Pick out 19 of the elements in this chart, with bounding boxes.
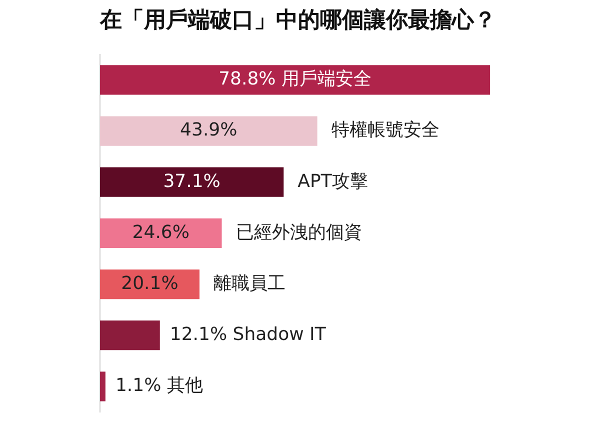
bar (100, 269, 200, 300)
bar (100, 372, 106, 402)
y-tick-label: 特權帳號安全 (331, 120, 440, 141)
data-label: 24.6% (132, 222, 190, 243)
y-tick-label: 離職員工 (213, 272, 286, 294)
text: 12.1% Shadow IT (170, 324, 326, 346)
text: 78.8% 用戶端安全 (218, 68, 372, 90)
bar (100, 65, 490, 95)
data-label: 37.1% (163, 170, 220, 192)
bar (100, 167, 284, 197)
chart-title: 在「用戶端破口」中的哪個讓你最擔心？ (99, 6, 496, 33)
bar (100, 320, 160, 350)
text: 1.1% 其他 (115, 375, 203, 396)
y-tick-label: 已經外洩的個資 (236, 222, 362, 243)
data-label: 43.9% (180, 120, 238, 141)
data-label: 20.1% (121, 272, 178, 294)
bar (100, 116, 318, 146)
y-tick-label: APT攻擊 (298, 170, 368, 192)
bar (100, 218, 222, 248)
